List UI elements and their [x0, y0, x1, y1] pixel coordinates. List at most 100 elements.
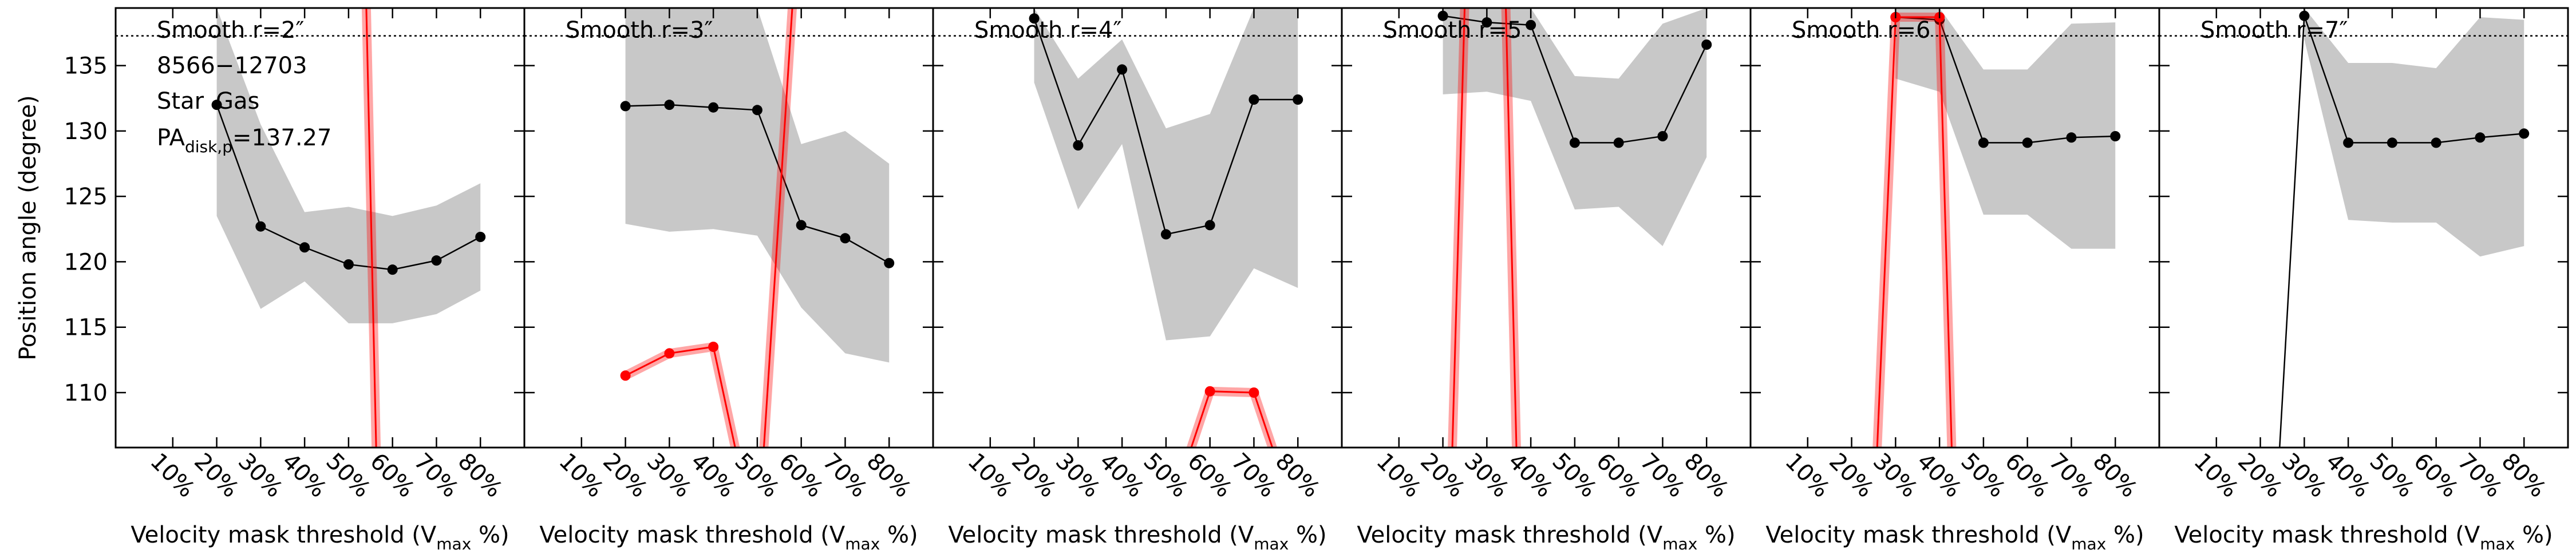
- y-tick-label: 110: [64, 380, 108, 406]
- series-line: [365, 8, 377, 448]
- x-tick-label: 80%: [1679, 448, 1733, 502]
- y-tick-label: 135: [64, 53, 108, 80]
- data-point: [1978, 137, 1989, 148]
- plot-area: [211, 8, 486, 448]
- x-label-sub: max: [1254, 535, 1289, 553]
- error-band: [2304, 8, 2524, 257]
- data-point: [1657, 131, 1668, 141]
- x-label-sub: max: [2480, 535, 2515, 553]
- x-tick-label: 10%: [554, 448, 608, 502]
- x-tick-label: 60%: [2408, 448, 2463, 502]
- y-axis-label: Position angle (degree): [15, 95, 41, 361]
- x-tick-label: 70%: [2452, 448, 2507, 502]
- x-tick-label: 10%: [1780, 448, 1834, 502]
- panel-title: Smooth r=7″: [2200, 17, 2348, 43]
- x-label-end: %): [2106, 522, 2144, 548]
- pa-prefix: PA: [157, 125, 185, 151]
- x-tick-label: 20%: [598, 448, 652, 502]
- data-point: [1029, 13, 1040, 24]
- plot-area: [1872, 8, 2121, 448]
- x-tick-label: 40%: [2321, 448, 2375, 502]
- data-point: [840, 233, 851, 244]
- data-point: [2110, 131, 2121, 141]
- data-point: [1160, 229, 1171, 240]
- plot-area: [1029, 8, 1303, 448]
- data-point: [1249, 94, 1259, 105]
- x-tick-label: 50%: [2364, 448, 2419, 502]
- x-tick-label: 20%: [2233, 448, 2287, 502]
- plot-area: [2279, 8, 2530, 448]
- x-tick-label: 60%: [2000, 448, 2054, 502]
- x-label-sub: max: [1662, 535, 1697, 553]
- x-tick-label: 10%: [2188, 448, 2243, 502]
- x-label-sub: max: [436, 535, 471, 553]
- data-point: [2519, 128, 2530, 139]
- x-label-end: %): [2515, 522, 2553, 548]
- x-tick-label: 40%: [277, 448, 331, 502]
- error-band: [625, 8, 890, 363]
- plot-frame: [2158, 7, 2569, 449]
- x-tick-label: 60%: [773, 448, 828, 502]
- x-tick-label: 30%: [1868, 448, 1922, 502]
- x-label-text: Velocity mask threshold (V: [1765, 522, 2072, 548]
- panel: 10%20%30%40%50%60%70%80% Smooth r=4″ Veloc…: [932, 7, 1343, 553]
- data-point: [1613, 137, 1624, 148]
- pa-label: PAdisk,p=137.27: [157, 125, 331, 156]
- x-tick-label: 50%: [729, 448, 784, 502]
- series-halo: [1186, 386, 1278, 448]
- series-line: [1895, 16, 2116, 144]
- data-point: [708, 102, 719, 113]
- error-band: [1034, 8, 1298, 341]
- x-tick-label: 70%: [1226, 448, 1281, 502]
- x-tick-label: 30%: [642, 448, 696, 502]
- data-point: [664, 348, 675, 359]
- plot-area: [620, 8, 895, 448]
- data-point: [2066, 132, 2077, 143]
- x-tick-label: 70%: [409, 448, 463, 502]
- error-band: [1895, 8, 2116, 249]
- y-tick-label: 130: [64, 118, 108, 145]
- x-label-text: Velocity mask threshold (V: [1357, 522, 1663, 548]
- x-tick-label: 10%: [1371, 448, 1425, 502]
- series-line: [1190, 390, 1274, 448]
- x-tick-label: 40%: [1095, 448, 1149, 502]
- data-point: [1073, 140, 1084, 151]
- x-axis-label: Velocity mask threshold (Vmax %): [948, 522, 1326, 553]
- x-tick-label: 20%: [1824, 448, 1878, 502]
- x-axis-label: Velocity mask threshold (Vmax %): [2174, 522, 2553, 553]
- data-point: [708, 342, 719, 352]
- x-tick-label: 70%: [1635, 448, 1689, 502]
- data-point: [343, 259, 354, 270]
- data-point: [2387, 137, 2397, 148]
- data-point: [1249, 387, 1259, 398]
- x-tick-label: 50%: [1547, 448, 1601, 502]
- data-point: [664, 100, 675, 110]
- data-point: [1569, 137, 1580, 148]
- x-label-text: Velocity mask threshold (V: [2174, 522, 2480, 548]
- data-point: [2475, 132, 2486, 143]
- panel: 10%20%30%40%50%60%70%80% Smooth r=3″ Veloc…: [523, 7, 934, 553]
- data-point: [475, 232, 486, 242]
- data-point: [1204, 386, 1215, 397]
- data-point: [211, 100, 222, 110]
- legend-entry: Star: [157, 88, 204, 114]
- x-tick-label: 80%: [862, 448, 916, 502]
- data-point: [1481, 17, 1492, 28]
- data-point: [620, 101, 631, 112]
- x-label-end: %): [1289, 522, 1326, 548]
- data-point: [1204, 220, 1215, 231]
- panel-title: Smooth r=3″: [566, 17, 713, 43]
- panel: 10%20%30%40%50%60%70%80% Smooth r=6 Veloci…: [1749, 7, 2160, 553]
- x-tick-label: 70%: [817, 448, 872, 502]
- x-tick-label: 30%: [233, 448, 287, 502]
- panel-title: Smooth r=5: [1383, 17, 1522, 43]
- data-point: [1701, 39, 1712, 50]
- x-tick-label: 50%: [1955, 448, 2010, 502]
- x-tick-label: 30%: [1050, 448, 1105, 502]
- panel: 10%20%30%40%50%60%70%80% Smooth r=5 Veloci…: [1341, 7, 1752, 553]
- x-tick-label: 30%: [1459, 448, 1514, 502]
- x-tick-label: 40%: [1503, 448, 1558, 502]
- x-tick-label: 20%: [189, 448, 243, 502]
- data-point: [1293, 94, 1303, 105]
